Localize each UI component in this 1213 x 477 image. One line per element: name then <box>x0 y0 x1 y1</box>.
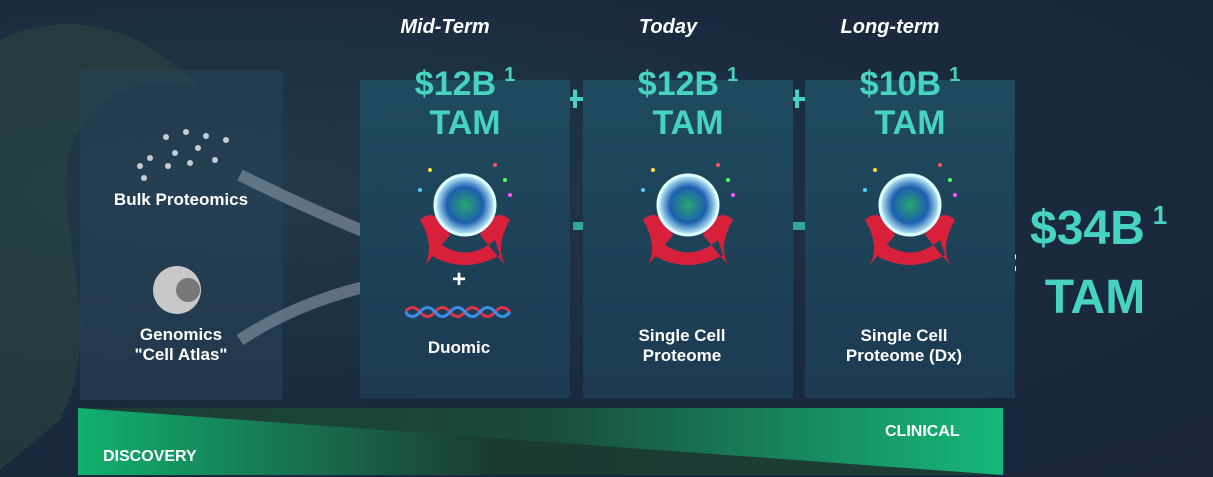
column-label: Single Cell Proteome <box>638 326 726 365</box>
column-unit: TAM <box>652 104 724 142</box>
dna <box>405 306 512 318</box>
spectrum-right: CLINICAL <box>885 423 960 440</box>
footnote: 1 <box>727 64 739 86</box>
column-label: Duomic <box>427 338 491 357</box>
input-label: Bulk Proteomics <box>113 190 249 209</box>
total-unit: TAM <box>1044 271 1146 324</box>
icon <box>418 163 512 265</box>
nucleus <box>176 278 200 302</box>
column-panel <box>805 80 1015 398</box>
column-amount: $12B 1 <box>360 64 570 104</box>
amount: $12B <box>414 65 497 103</box>
amount: $12B <box>637 65 720 103</box>
icon <box>641 163 735 265</box>
input-panel <box>80 70 282 400</box>
column-panel <box>360 80 570 398</box>
column-amount: $10B 1 <box>805 64 1015 104</box>
column-amount: $12B 1 <box>583 64 793 104</box>
clinical-band <box>78 408 1003 475</box>
dots <box>137 129 229 181</box>
column-panel <box>583 80 793 398</box>
amount: $10B <box>859 65 942 103</box>
plus: + <box>451 266 466 293</box>
input-label: Genomics "Cell Atlas" <box>134 325 228 364</box>
column-unit: TAM <box>429 104 501 142</box>
column-heading: Mid-Term <box>400 16 490 38</box>
column-heading: Long-term <box>840 16 940 38</box>
icon <box>863 163 957 265</box>
footnote: 1 <box>949 64 961 86</box>
footnote: 1 <box>504 64 516 86</box>
column-heading: Today <box>638 16 698 38</box>
wave <box>0 24 200 471</box>
column-unit: TAM <box>874 104 946 142</box>
spectrum-left: DISCOVERY <box>103 448 197 465</box>
column-label: Single Cell Proteome (Dx) <box>845 326 963 365</box>
total-amount: $34B 1 <box>1030 200 1168 255</box>
